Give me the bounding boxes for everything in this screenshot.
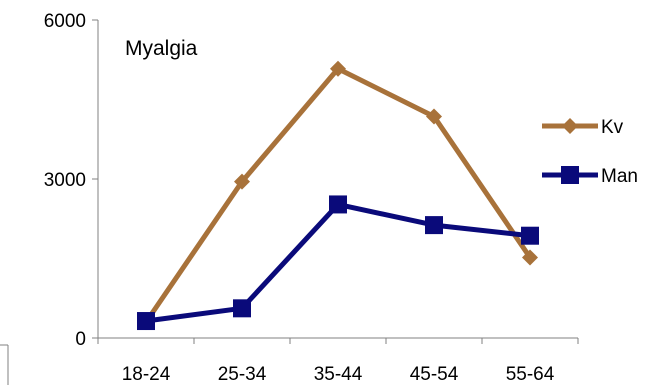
x-tick-label: 18-24 [122,364,171,385]
legend-label: Kv [601,117,624,138]
y-tick-label: 6000 [44,11,86,32]
legend-marker [562,118,578,134]
y-tick-label: 3000 [44,170,86,191]
data-point [330,60,346,77]
chart-title: Myalgia [125,37,198,60]
legend-marker [561,166,579,184]
data-point [234,173,250,190]
series-kv [138,60,538,331]
data-point [425,216,443,235]
data-point [426,108,442,125]
x-tick-label: 35-44 [314,364,363,385]
data-point [522,249,538,266]
series-line [143,66,533,324]
data-point [233,299,251,318]
series-man [137,195,539,331]
data-point [521,226,539,245]
x-tick-label: 55-64 [506,364,555,385]
series-group [137,60,539,331]
x-tick-label: 45-54 [410,364,459,385]
legend-label: Man [601,166,638,187]
chart-axes [0,19,579,385]
series-line [145,201,531,324]
x-tick-labels: 18-24 25-34 35-44 45-54 55-64 [122,364,555,385]
y-tick-label: 0 [75,329,86,350]
y-tick-labels: 0 3000 6000 [44,11,86,350]
data-point [329,195,347,214]
data-point [137,312,155,331]
legend: Kv Man [542,117,638,187]
legend-item: Kv [542,117,624,138]
x-tick-label: 25-34 [218,364,267,385]
legend-item: Man [542,166,638,187]
